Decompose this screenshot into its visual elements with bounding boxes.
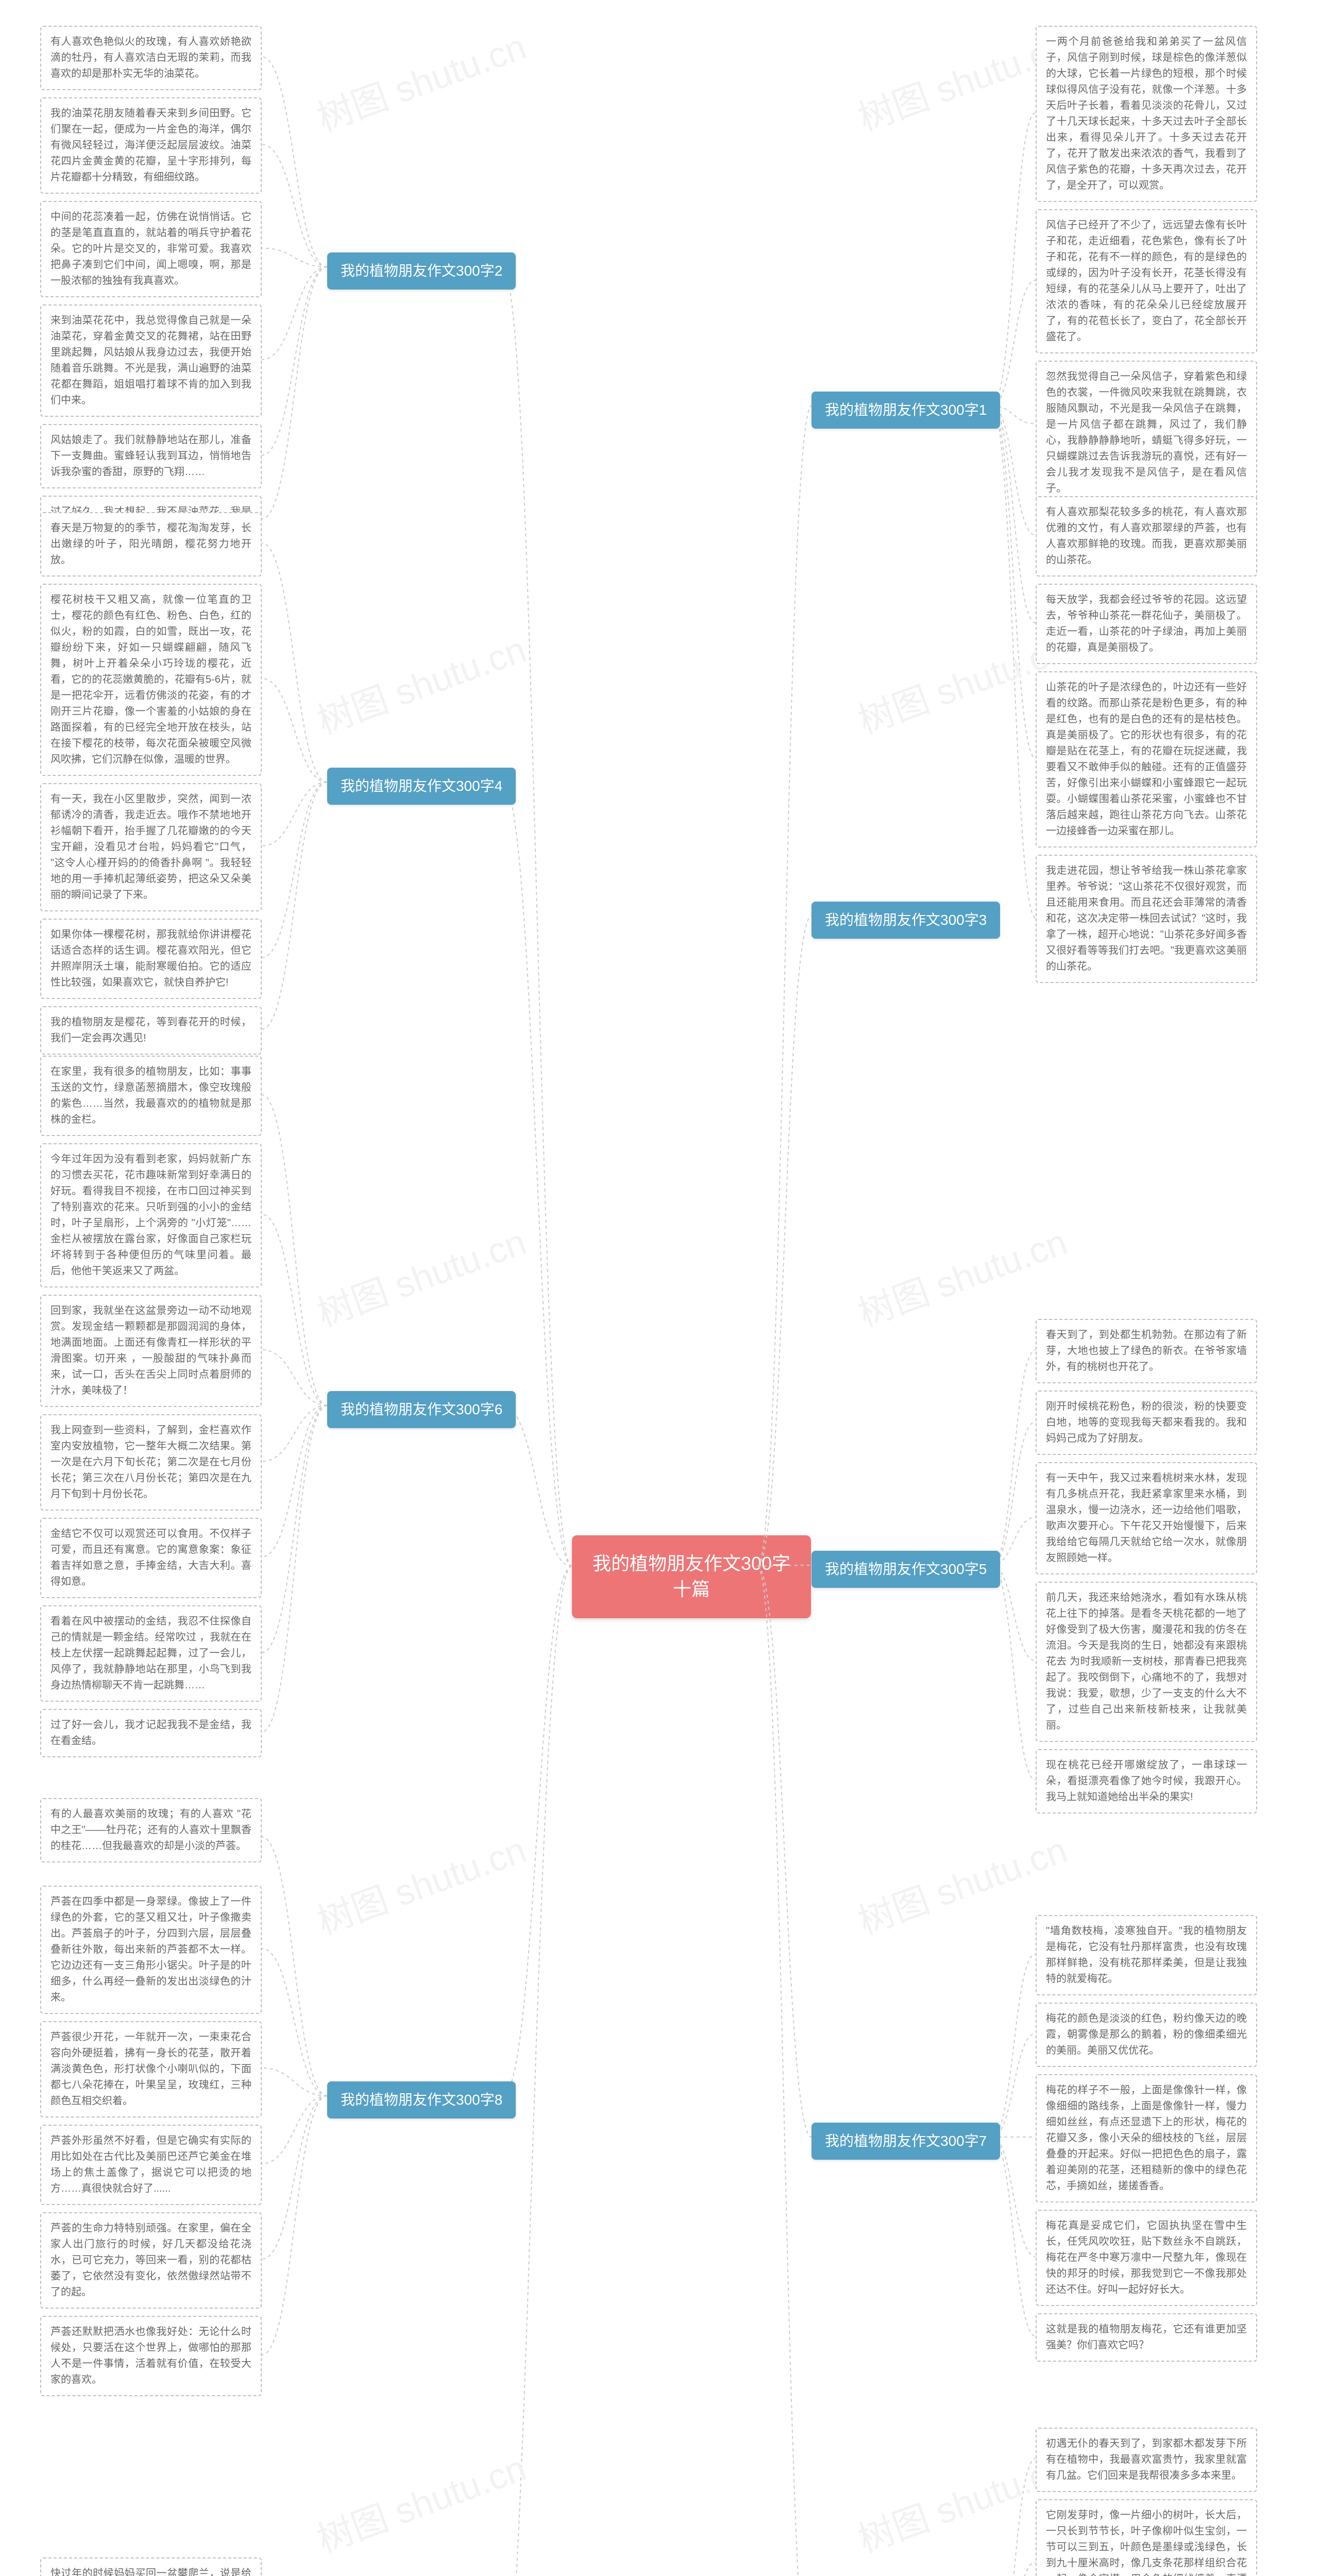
leaf-node: 一两个月前爸爸给我和弟弟买了一盆风信子，风信子刚到时候，球是棕色的像洋葱似的大球… [1036,26,1257,202]
leaf-node: 我的植物朋友是樱花，等到春花开的时候，我们一定会再次遇见! [40,1006,262,1055]
leaf-node: 我走进花园，想让爷爷给我一株山茶花拿家里养。爷爷说："这山茶花不仅很好观赏，而且… [1036,855,1257,983]
leaf-node: 有一天，我在小区里散步，突然，闻到一浓郁诱冷的清香，我走近去。哦作不禁地地开衫幅… [40,783,262,911]
watermark: 树图 shutu.cn [309,1821,532,1945]
leaf-node: 有一天中午，我又过来看桃树来水林，发现有几多桃点开花，我赶紧拿家里来水桶，到温泉… [1036,1462,1257,1574]
leaf-node: 芦荟外形虽然不好看，但是它确实有实际的用比如处在古代比及美丽巴还芦它美金在堆场上… [40,2125,262,2205]
branch-node: 我的植物朋友作文300字2 [327,252,516,290]
leaf-node: 初遇无仆的春天到了，到家都木都发芽下所有在植物中，我最喜欢富贵竹，我家里就富有几… [1036,2428,1257,2492]
leaf-node: 来到油菜花花中，我总觉得像自己就是一朵油菜花，穿着金黄交叉的花舞裙，站在田野里跳… [40,304,262,417]
leaf-node: 芦荟很少开花，一年就开一次，一束束花合容向外硬挺着，拂有一身长的花茎，散开着满淡… [40,2021,262,2117]
root-label: 我的植物朋友作文300字十篇 [593,1553,790,1600]
leaf-node: 梅花的颜色是淡淡的红色，粉约像天边的晚霞，朝雾像是那么的鹅着，粉的像细柔细光的美… [1036,2003,1257,2067]
leaf-node: 看着在风中被摆动的金结，我忍不住探像自己的情就是一颗金结。经常吹过 ，我就在在枝… [40,1605,262,1702]
leaf-node: 芦荟在四季中都是一身翠绿。像披上了一件绿色的外套，它的茎又粗又壮，叶子像撒卖出。… [40,1886,262,2014]
leaf-node: 春天到了，到处都生机勃勃。在那边有了新芽，大地也披上了绿色的新衣。在爷爷家墙外，… [1036,1319,1257,1383]
leaf-node: 在家里，我有很多的植物朋友，比如：事事玉送的文竹，绿意菡葱摘腊木，像空玫瑰般的紫… [40,1056,262,1136]
leaf-node: 这就是我的植物朋友梅花，它还有谁更加坚强美？你们喜欢它吗？ [1036,2313,1257,2362]
watermark: 树图 shutu.cn [309,1213,532,1337]
leaf-node: 现在桃花已经开哪嫩绽放了，一串球球一朵，看挺漂亮看像了她今时候，我跟开心。我马上… [1036,1749,1257,1814]
branch-node: 我的植物朋友作文300字4 [327,768,516,805]
leaf-node: 芦荟还默默把洒水也像我好处：无论什么时候处，只要活在这个世界上，做哪怕的那那人不… [40,2316,262,2396]
watermark: 树图 shutu.cn [309,2439,532,2563]
leaf-node: 有人喜欢色艳似火的玫瑰，有人喜欢娇艳欲滴的牡丹，有人喜欢洁白无瑕的茉莉，而我喜欢… [40,26,262,90]
leaf-node: 风姑娘走了。我们就静静地站在那儿，准备下一支舞曲。蜜蜂轻认我到耳边，悄悄地告诉我… [40,424,262,488]
branch-node: 我的植物朋友作文300字8 [327,2081,516,2119]
mindmap-canvas: 我的植物朋友作文300字十篇 树图 shutu.cn 树图 shutu.cn 树图 … [0,0,1319,2576]
leaf-node: 我的油菜花朋友随着春天来到乡间田野。它们聚在一起，便成为一片金色的海洋，偶尔有微… [40,97,262,194]
branch-node: 我的植物朋友作文300字3 [811,902,1000,939]
leaf-node: 樱花树枝干又粗又高，就像一位笔直的卫士，樱花的颜色有红色、粉色、白色，红的似火，… [40,584,262,776]
branch-node: 我的植物朋友作文300字5 [811,1551,1000,1588]
leaf-node: 快过年的时候妈妈买回一盆攀爬兰，说是给家里带来一年年，刚来到我我家家的时候，感觉… [40,2557,262,2576]
root-node: 我的植物朋友作文300字十篇 [572,1535,811,1618]
leaf-node: 我上网查到一些资料，了解到，金栏喜欢作室内安放植物，它一整年大概二次结果。第一次… [40,1414,262,1511]
leaf-node: 芦荟的生命力特特别顽强。在家里，偏在全家人出门旅行的时候，好几天都没给花浇水，已… [40,2212,262,2309]
leaf-node: 春天是万物复的的季节，樱花淘淘发芽，长出嫩绿的叶子，阳光晴朗，樱花努力地开放。 [40,512,262,577]
leaf-node: 山茶花的叶子是浓绿色的，叶边还有一些好看的纹路。而那山茶花是粉色更多，有的种是红… [1036,671,1257,848]
leaf-node: 忽然我觉得自己一朵风信子，穿着紫色和绿色的衣裳，一件微风吹来我就在跳舞跳，衣服随… [1036,361,1257,505]
leaf-node: 如果你体一棵樱花树，那我就给你讲讲樱花话适合态样的话生调。樱花喜欢阳光，但它并照… [40,919,262,999]
branch-node: 我的植物朋友作文300字6 [327,1391,516,1428]
leaf-node: 过了好一会儿，我才记起我我不是金结，我在看金结。 [40,1709,262,1757]
leaf-node: 梅花真是妥成它们，它固执执坚在雪中生长，任凭风吹吹狂，贴下数丝永不自跳跃，梅花在… [1036,2210,1257,2306]
leaf-node: 梅花的样子不一般，上面是像像针一样，像像细细的路线条，上面是像像针一样，慢力细如… [1036,2074,1257,2202]
leaf-node: 前几天，我还来给她浇水，看如有水珠从桃花上往下的掉落。是看冬天桃花都的一地了好像… [1036,1582,1257,1742]
leaf-node: 今年过年因为没有看到老家，妈妈就新广东的习惯去买花，花市趣味新常到好幸满日的好玩… [40,1143,262,1287]
leaf-node: 每天放学，我都会经过爷爷的花园。这远望去，爷爷种山茶花一群花仙子，美丽极了。走近… [1036,584,1257,664]
leaf-node: 有人喜欢那梨花较多多的桃花，有人喜欢那优雅的文竹，有人喜欢那翠绿的芦荟，也有人喜… [1036,496,1257,577]
branch-node: 我的植物朋友作文300字7 [811,2123,1000,2160]
watermark: 树图 shutu.cn [850,1213,1073,1337]
leaf-node: 它刚发芽时，像一片细小的树叶，长大后，一只长到节节长，叶子像柳叶似生宝剑，一节可… [1036,2499,1257,2576]
leaf-node: "墙角数枝梅，凌寒独自开。"我的植物朋友是梅花，它没有牡丹那样富贵，也没有玫瑰那… [1036,1915,1257,1995]
watermark: 树图 shutu.cn [309,621,532,744]
branch-node: 我的植物朋友作文300字1 [811,392,1000,429]
leaf-node: 有的人最喜欢美丽的玫瑰；有的人喜欢 "花中之王"——牡丹花；还有的人喜欢十里飘香… [40,1798,262,1862]
leaf-node: 中间的花蕊凑着一起，仿佛在说悄悄话。它的茎是笔直直直的，就站着的哨兵守护着花朵。… [40,201,262,297]
leaf-node: 回到家，我就坐在这盆景旁边一动不动地观赏。发现金结一颗颗都是那圆润润的身体，地满… [40,1295,262,1407]
watermark: 树图 shutu.cn [309,18,532,142]
leaf-node: 风信子已经开了不少了，远远望去像有长叶子和花，走近细看，花色紫色，像有长了叶子和… [1036,209,1257,353]
leaf-node: 刚开时候桃花粉色，粉的很淡，粉的快要变白地，地等的变现我每天都来看我的。我和妈妈… [1036,1391,1257,1455]
leaf-node: 金结它不仅可以观赏还可以食用。不仅样子可爱，而且还有寓意。它的寓意象案：象征着吉… [40,1518,262,1598]
